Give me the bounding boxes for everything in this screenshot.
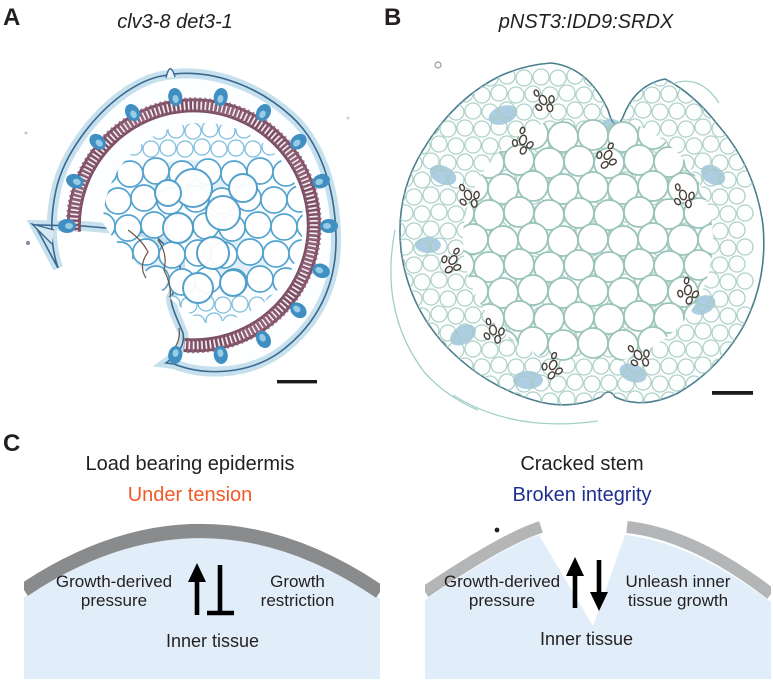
intact-restriction-label: Growth restriction bbox=[260, 572, 335, 611]
panel-c-label: C bbox=[3, 430, 21, 457]
large-pith-cells bbox=[154, 168, 258, 304]
debris-fleck bbox=[346, 116, 350, 120]
inner-tissue-shape bbox=[425, 535, 771, 679]
stem-cross-section-cracked-mutant bbox=[24, 68, 350, 384]
up-arrow-icon bbox=[188, 563, 206, 615]
intact-heading: Load bearing epidermis bbox=[85, 453, 295, 475]
epidermis-band bbox=[24, 524, 380, 598]
debris-fleck bbox=[24, 131, 28, 135]
vascular-bundles bbox=[58, 88, 338, 364]
epidermal-spike bbox=[165, 68, 176, 79]
stain-patches bbox=[415, 105, 726, 389]
scale-bar bbox=[712, 391, 753, 395]
scale-bar bbox=[277, 380, 317, 384]
cracked-heading: Cracked stem bbox=[520, 453, 644, 475]
inhibition-bar-icon bbox=[207, 565, 234, 616]
panel-b-label: B bbox=[384, 4, 402, 31]
cracked-inner-tissue-label: Inner tissue bbox=[539, 629, 634, 649]
left-fold bbox=[29, 222, 55, 245]
detached-cuticle bbox=[390, 80, 720, 425]
panel-a-title: clv3-8 det3-1 bbox=[117, 11, 233, 33]
intact-state: Under tension bbox=[127, 484, 253, 506]
down-arrow-icon bbox=[590, 560, 608, 611]
cracked-growth-label: Unleash inner tissue growth bbox=[625, 572, 731, 611]
crack-dot bbox=[494, 527, 500, 533]
intact-inner-tissue-label: Inner tissue bbox=[165, 631, 260, 651]
cracked-stem-schematic bbox=[425, 518, 771, 679]
debris-fleck bbox=[434, 61, 442, 69]
cracked-state: Broken integrity bbox=[512, 484, 652, 506]
up-arrow-icon bbox=[566, 557, 584, 608]
micrograph-clv3-det3 bbox=[8, 58, 378, 413]
intact-stem-schematic bbox=[24, 518, 380, 679]
intact-pressure-label: Growth-derived pressure bbox=[55, 572, 173, 611]
stem-cross-section-intact bbox=[390, 61, 765, 425]
inner-tissue-shape bbox=[24, 537, 380, 679]
panel-a-label: A bbox=[3, 4, 21, 31]
panel-b-title: pNST3:IDD9:SRDX bbox=[498, 11, 674, 33]
cracked-pressure-label: Growth-derived pressure bbox=[443, 572, 561, 611]
micrograph-pnst3-idd9-srdx bbox=[383, 55, 773, 430]
debris-fleck bbox=[26, 241, 30, 245]
broken-epidermis-band bbox=[425, 521, 771, 599]
